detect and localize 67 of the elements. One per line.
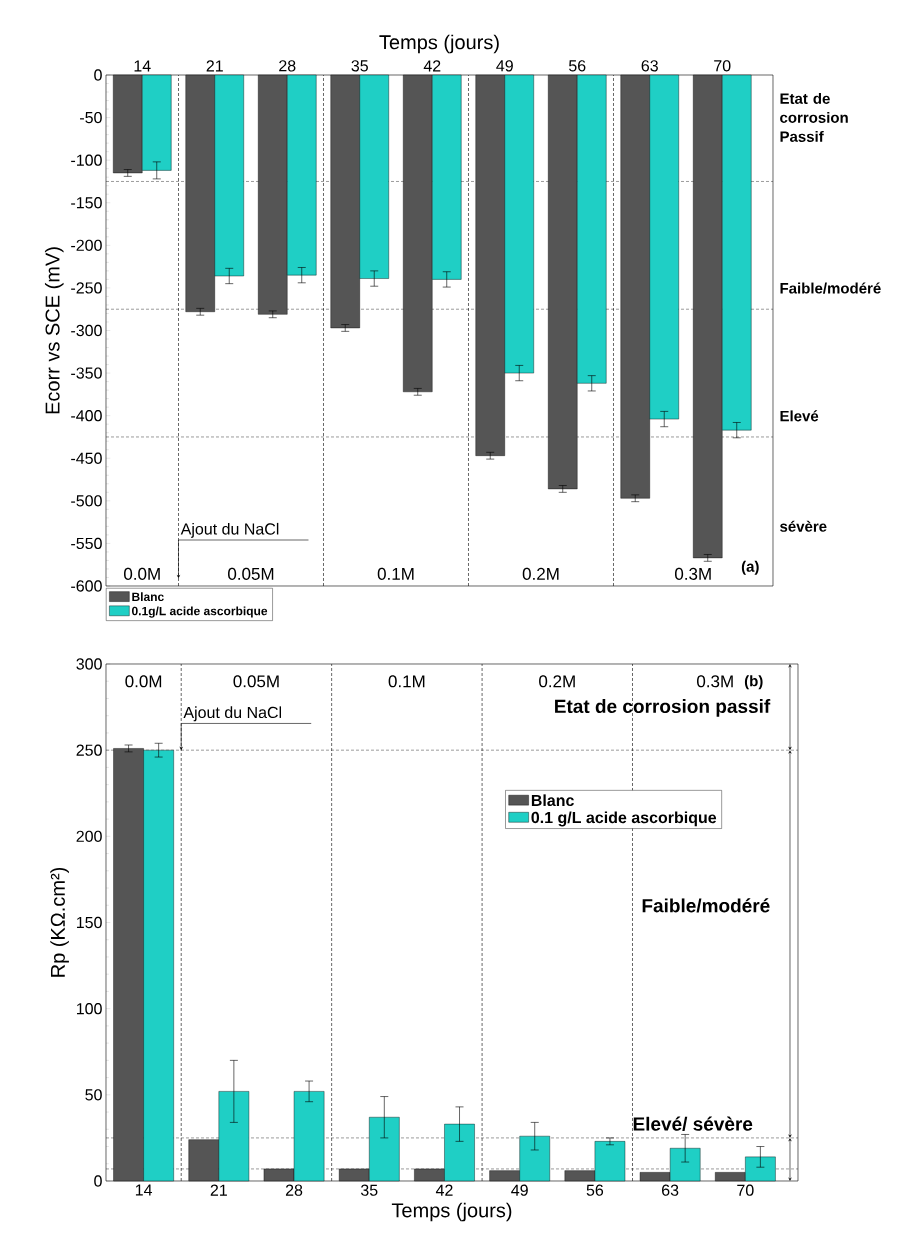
y-tick-label: -300 xyxy=(71,324,102,337)
x-tick-label: 70 xyxy=(737,1184,754,1196)
annotation: Elevé/ sévère xyxy=(633,1116,753,1131)
text: Elevé xyxy=(780,410,819,422)
x-tick-label: 21 xyxy=(206,60,223,72)
annotation: 0.3M xyxy=(675,567,711,580)
x-tick-label: 56 xyxy=(568,60,586,72)
legend-label: Blanc xyxy=(132,592,164,602)
annotation: 0.2M xyxy=(522,567,559,580)
annotation: Ajout du NaCl xyxy=(183,706,282,722)
y-tick-label: 250 xyxy=(76,744,102,756)
y-tick-label: -100 xyxy=(71,154,102,166)
annotation: 0.05M xyxy=(233,675,279,688)
y-tick-label: -50 xyxy=(80,111,102,124)
legend-label: 0.1g/L acide ascorbique xyxy=(131,606,268,618)
y-tick-label: 300 xyxy=(76,658,102,670)
y-tick-label: -250 xyxy=(71,282,102,294)
x-tick-label: 14 xyxy=(134,60,151,72)
y-tick-label: -450 xyxy=(71,452,102,464)
x-tick-label: 35 xyxy=(360,1184,378,1196)
x-tick-label: 28 xyxy=(285,1184,303,1196)
annotation: Etat de corrosion passif xyxy=(555,699,771,717)
annotation: (b) xyxy=(744,675,763,690)
legend-label: Blanc xyxy=(531,794,574,807)
x-axis-title: Temps (jours) xyxy=(391,1202,512,1222)
x-tick-label: 63 xyxy=(641,60,658,72)
text: sévère xyxy=(780,520,827,532)
x-tick-label: 56 xyxy=(586,1184,604,1196)
y-tick-label: 0 xyxy=(94,69,102,81)
y-axis-title: Rp (KΩ.cm²) xyxy=(50,867,69,977)
x-tick-label: 28 xyxy=(279,60,296,72)
legend-label: 0.1 g/L acide ascorbique xyxy=(531,811,717,827)
annotation: 0.05M xyxy=(228,567,274,580)
x-tick-label: 42 xyxy=(435,1184,453,1196)
x-tick-label: 49 xyxy=(496,60,513,72)
annotation: 0.0M xyxy=(124,567,160,580)
annotation: Faible/modéré xyxy=(642,898,770,913)
annotation: 0.2M xyxy=(539,675,575,688)
annotation: Ajout du NaCl xyxy=(180,522,279,538)
x-axis-title: Temps (jours) xyxy=(379,34,499,54)
x-tick-label: 70 xyxy=(714,60,731,72)
y-tick-label: -150 xyxy=(71,197,102,209)
annotation: 0.3M xyxy=(697,675,733,688)
y-tick-label: -550 xyxy=(71,537,102,550)
x-tick-label: 14 xyxy=(135,1184,153,1196)
y-tick-label: 200 xyxy=(76,830,102,842)
annotation: 0.1M xyxy=(377,567,414,580)
y-axis-title: Ecorr vs SCE (mV) xyxy=(44,247,64,414)
text: Faible/modéré xyxy=(780,282,881,294)
y-tick-label: -200 xyxy=(71,239,102,251)
y-tick-label: -400 xyxy=(71,410,102,422)
text: Etat de corrosion Passif xyxy=(780,92,848,142)
y-tick-label: 50 xyxy=(85,1089,102,1101)
annotation: 0.1M xyxy=(388,675,425,688)
annotation: (a) xyxy=(741,560,759,575)
annotation: 0.0M xyxy=(125,675,162,688)
y-tick-label: 150 xyxy=(76,916,102,929)
x-tick-label: 63 xyxy=(662,1184,679,1196)
y-tick-label: -500 xyxy=(71,495,102,507)
y-tick-label: -350 xyxy=(71,367,102,379)
y-tick-label: 100 xyxy=(76,1003,102,1015)
x-tick-label: 21 xyxy=(210,1184,227,1196)
x-tick-label: 42 xyxy=(423,60,441,72)
x-tick-label: 49 xyxy=(511,1184,528,1196)
y-tick-label: 0 xyxy=(94,1175,102,1187)
y-tick-label: -600 xyxy=(71,580,102,592)
x-tick-label: 35 xyxy=(351,60,368,72)
